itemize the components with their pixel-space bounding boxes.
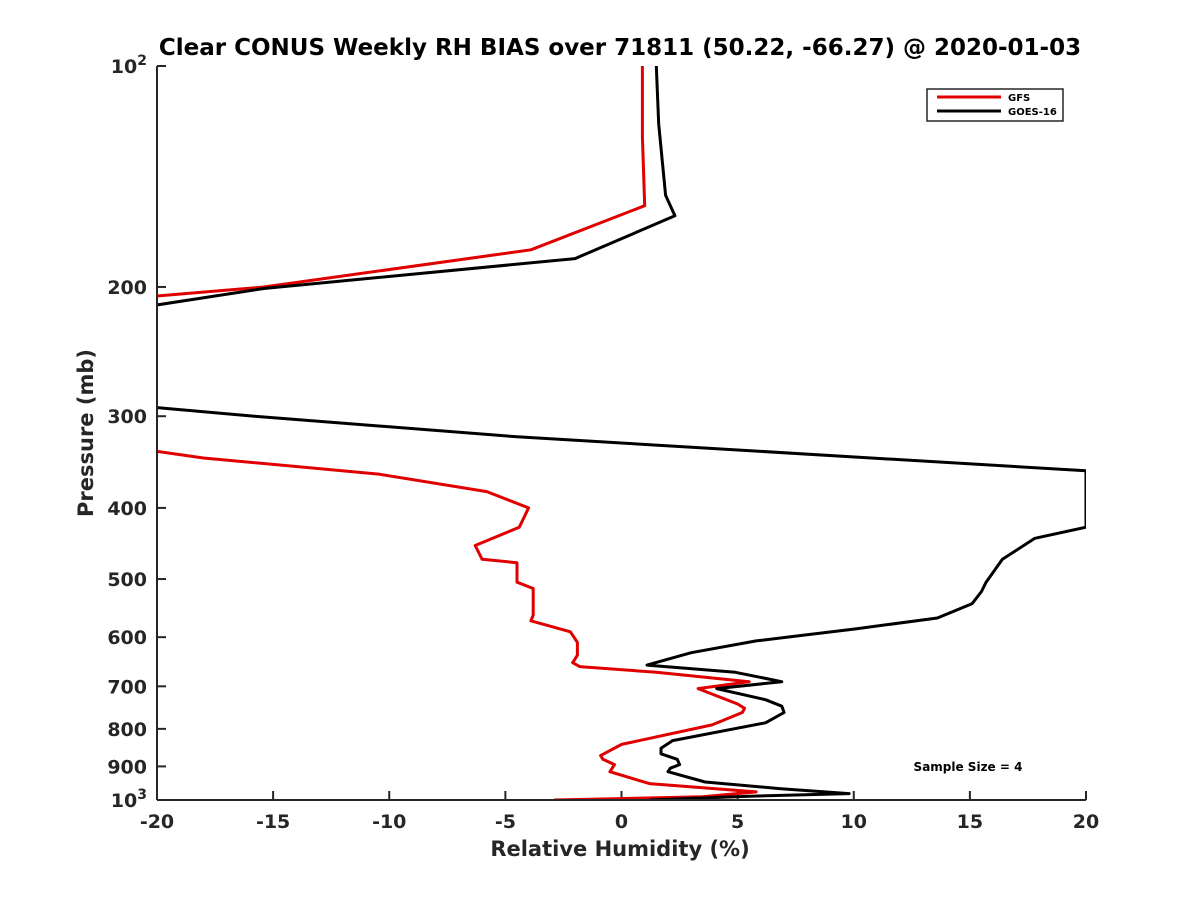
y-tick-label: 700 <box>107 676 147 698</box>
x-axis: -20 -15 -10 -5 0 5 10 15 20 <box>140 791 1099 833</box>
x-tick-label: -20 <box>140 811 174 833</box>
x-tick-label: 15 <box>957 811 983 833</box>
y-tick-label: 500 <box>107 569 147 591</box>
legend-label-goes-16: GOES-16 <box>1008 107 1057 118</box>
series-line-goes-16 <box>157 66 1086 800</box>
y-tick-label: 600 <box>107 627 147 649</box>
legend: GFS GOES-16 <box>926 88 1064 122</box>
y-axis-label: Pressure (mb) <box>74 349 98 517</box>
series-layer <box>157 66 1086 800</box>
chart-title: Clear CONUS Weekly RH BIAS over 71811 (5… <box>159 35 1081 61</box>
y-tick-label: 400 <box>107 498 147 520</box>
y-tick-label: 900 <box>107 756 147 778</box>
y-tick-label: 800 <box>107 719 147 741</box>
x-tick-label: -10 <box>372 811 406 833</box>
legend-label-gfs: GFS <box>1008 93 1030 104</box>
y-axis: 102 200 300 400 500 600 700 800 900 103 <box>107 53 166 812</box>
legend-box <box>926 88 1064 122</box>
y-tick-label: 200 <box>107 277 147 299</box>
x-axis-label: Relative Humidity (%) <box>490 837 749 861</box>
x-tick-label: 10 <box>841 811 867 833</box>
y-tick-label: 300 <box>107 406 147 428</box>
y-tick-label: 103 <box>111 787 147 812</box>
x-tick-label: -15 <box>256 811 290 833</box>
x-tick-label: 0 <box>615 811 628 833</box>
x-tick-label: -5 <box>495 811 516 833</box>
series-line-gfs <box>157 66 758 800</box>
x-tick-label: 20 <box>1073 811 1099 833</box>
y-tick-label: 102 <box>111 53 147 78</box>
x-tick-label: 5 <box>731 811 744 833</box>
legend-entries: GFS GOES-16 <box>937 93 1057 118</box>
sample-size-annotation: Sample Size = 4 <box>914 760 1023 774</box>
